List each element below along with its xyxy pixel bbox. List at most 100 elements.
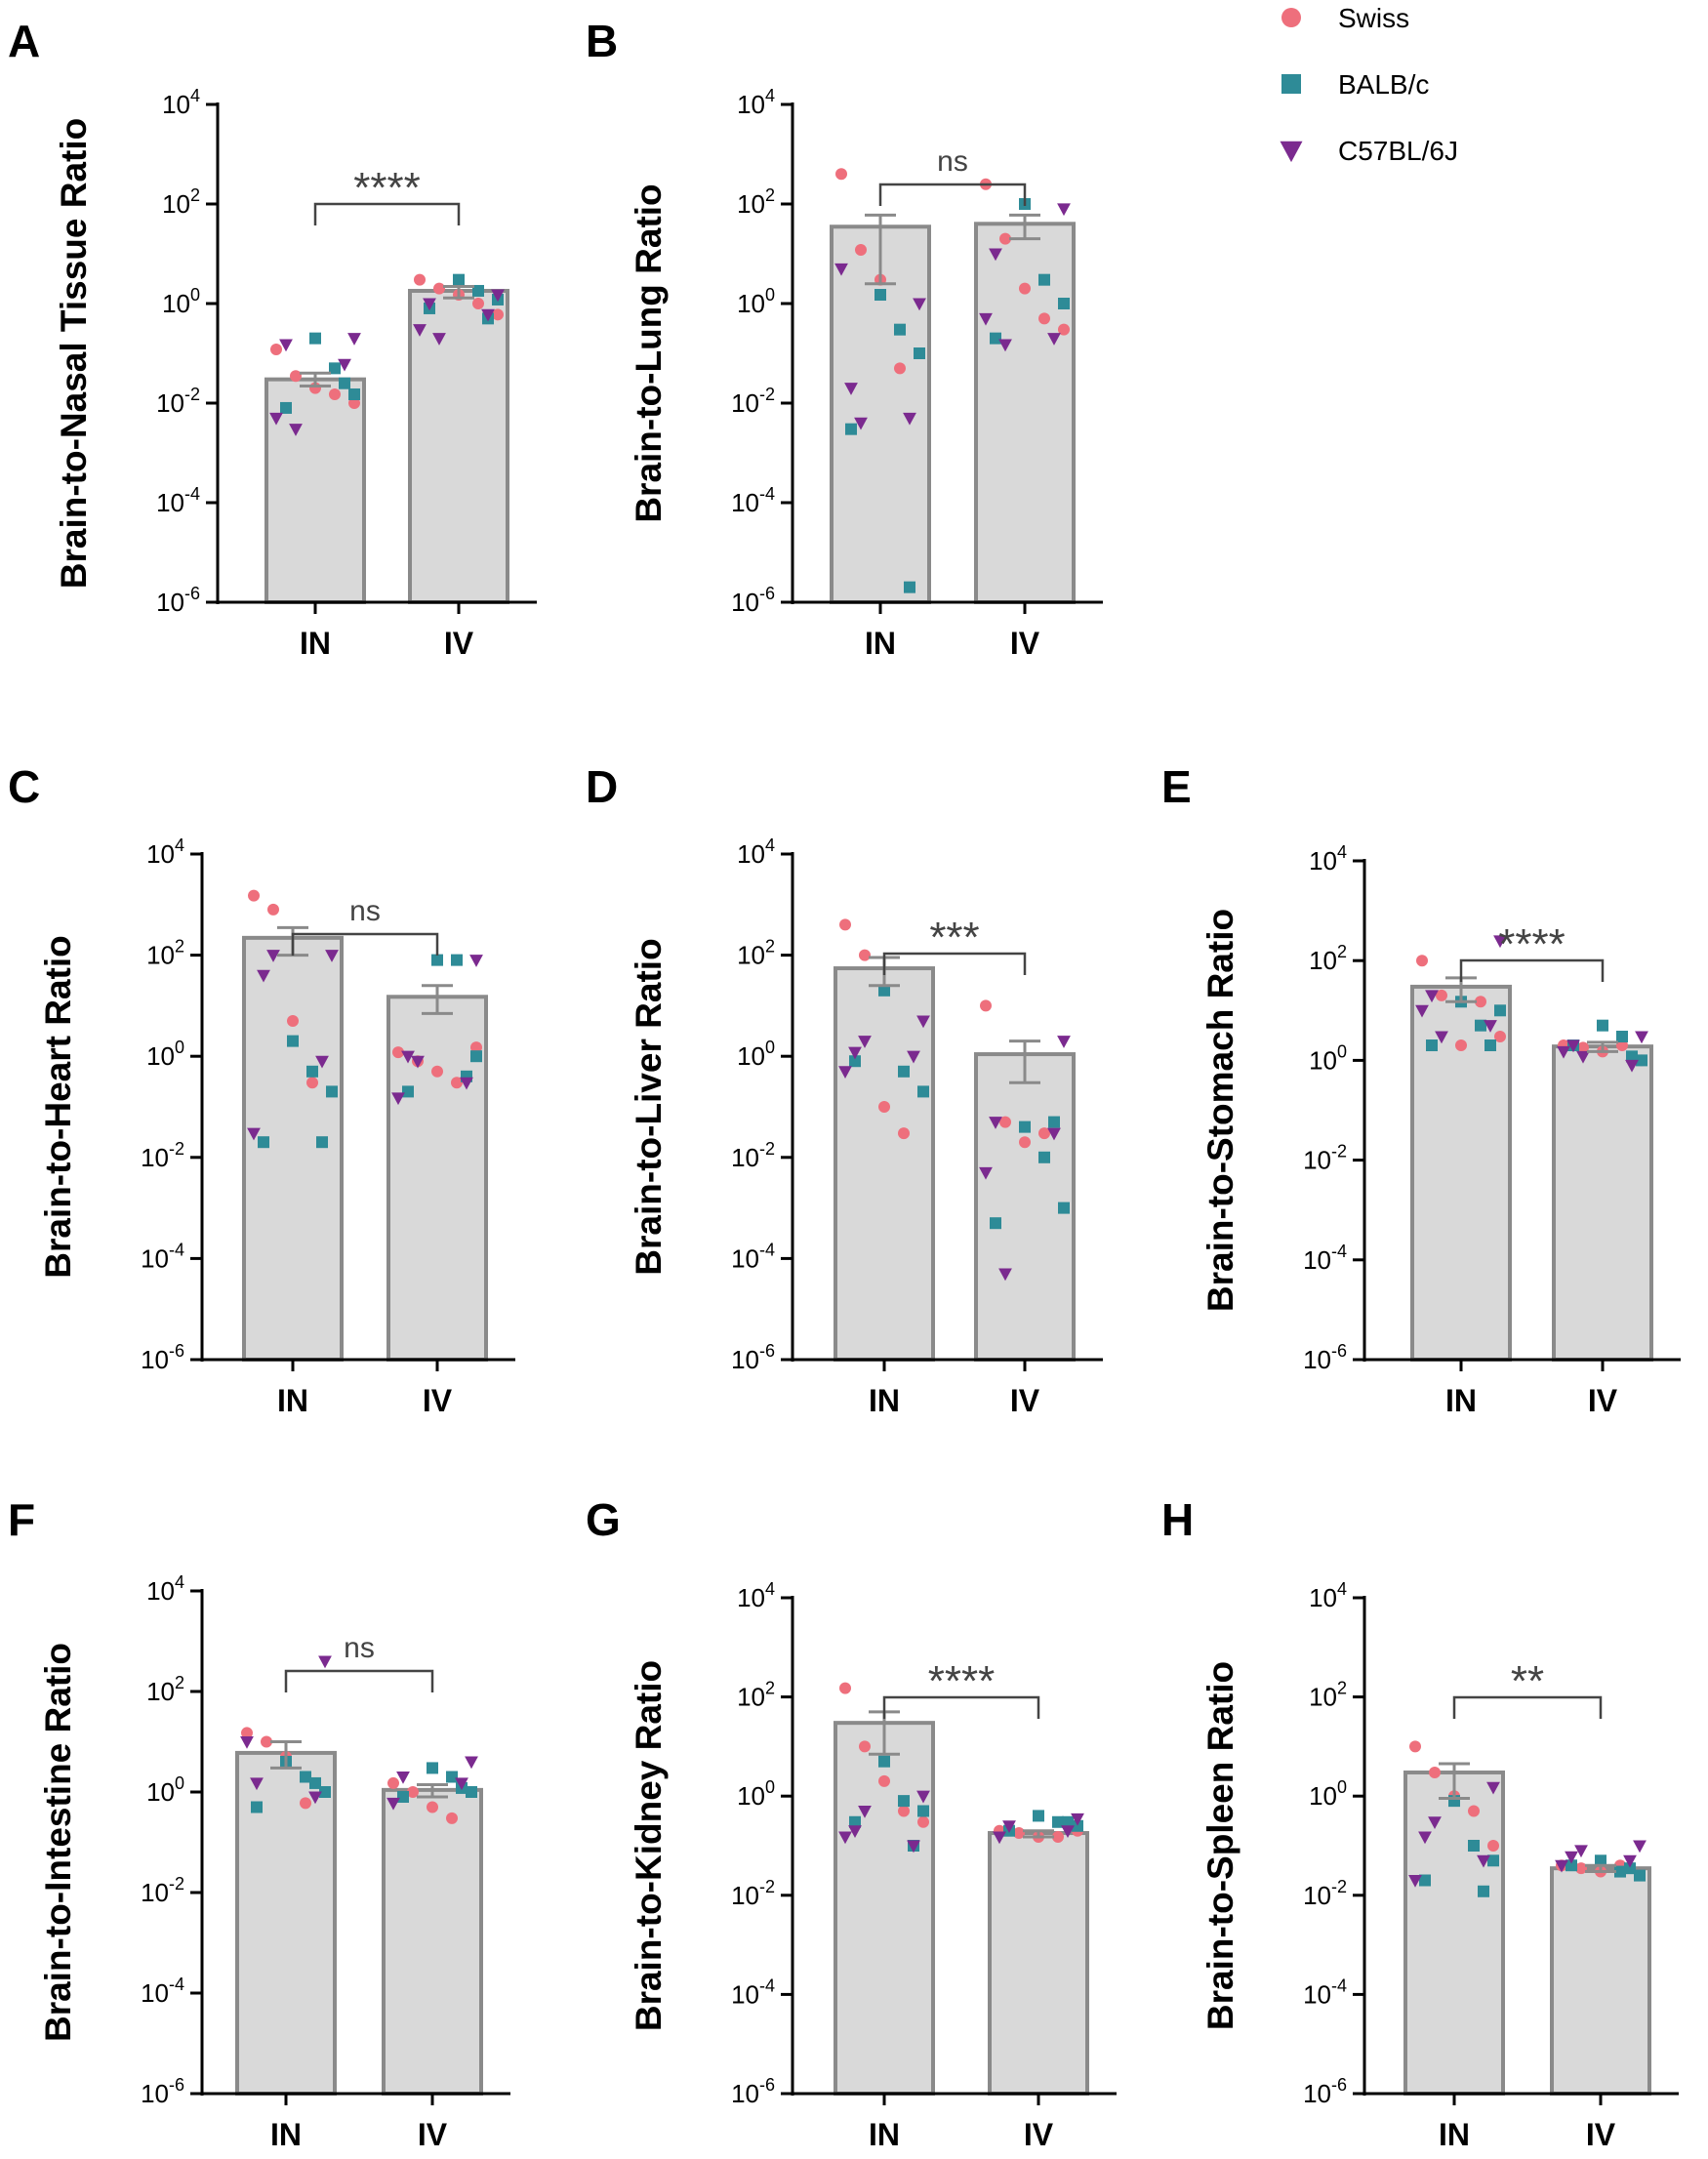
data-point — [325, 950, 339, 962]
data-point — [241, 1727, 253, 1739]
y-tick-label: 100 — [737, 1038, 775, 1071]
data-point — [1574, 1845, 1588, 1858]
data-point — [306, 1065, 318, 1078]
data-point — [1048, 1116, 1060, 1128]
data-point — [1625, 1059, 1639, 1073]
data-point — [1595, 1854, 1606, 1867]
data-point — [838, 1066, 852, 1080]
data-point — [387, 1776, 399, 1789]
panel-letter: D — [586, 761, 618, 812]
data-point — [1013, 1827, 1025, 1840]
data-point — [1019, 1136, 1031, 1149]
data-point — [878, 1755, 890, 1768]
data-point — [1494, 1031, 1506, 1043]
y-tick-label: 10-6 — [1303, 1341, 1347, 1374]
panel-letter: F — [8, 1494, 35, 1545]
data-point — [1494, 1004, 1506, 1017]
data-point — [1478, 1885, 1489, 1897]
data-point — [472, 284, 484, 297]
data-point — [894, 323, 906, 336]
data-point — [1477, 1854, 1490, 1868]
y-tick-label: 104 — [146, 1572, 184, 1606]
data-point — [287, 1035, 299, 1047]
data-point — [339, 377, 350, 389]
y-tick-label: 10-4 — [1303, 1976, 1347, 2009]
y-axis-label: Brain-to-Intestine Ratio — [38, 1643, 78, 2042]
data-point — [414, 273, 426, 286]
data-point — [898, 1065, 910, 1078]
bar-iv — [408, 288, 509, 604]
data-point — [1487, 1840, 1499, 1852]
data-point — [1565, 1851, 1578, 1864]
panel-letter: E — [1161, 761, 1192, 812]
data-point — [858, 1805, 872, 1818]
bar-iv — [1552, 1044, 1653, 1362]
data-point — [999, 232, 1011, 245]
data-point — [1566, 1859, 1577, 1872]
data-point — [1575, 1862, 1587, 1875]
legend-marker — [1281, 8, 1301, 27]
data-point — [1019, 282, 1031, 295]
y-axis-label: Brain-to-Kidney Ratio — [629, 1660, 669, 2031]
data-point — [257, 969, 270, 983]
data-point — [1057, 1036, 1071, 1048]
chart-panel-h: H Brain-to-Spleen Ratio 104 102 100 10-2 10-4 1… — [1161, 1494, 1679, 2152]
data-point — [247, 1127, 261, 1141]
y-tick-label: 100 — [146, 1038, 184, 1071]
data-point — [1436, 989, 1447, 1001]
bar-iv — [974, 1052, 1076, 1363]
y-tick-label: 102 — [162, 185, 200, 219]
data-point — [1633, 1840, 1647, 1853]
data-point — [401, 1050, 415, 1064]
y-tick-label: 100 — [1309, 1041, 1347, 1075]
data-point — [315, 1055, 329, 1069]
y-tick-label: 10-2 — [731, 1139, 775, 1172]
significance-label: ns — [344, 1632, 375, 1664]
y-tick-label: 100 — [1309, 1777, 1347, 1811]
data-point — [446, 1812, 458, 1824]
data-point — [1047, 333, 1061, 346]
data-point — [1409, 1740, 1421, 1753]
y-tick-label: 10-4 — [731, 1240, 775, 1273]
data-point — [1062, 1815, 1074, 1828]
y-tick-label: 104 — [737, 835, 775, 869]
data-point — [455, 1777, 468, 1791]
y-axis-label: Brain-to-Liver Ratio — [629, 938, 669, 1275]
data-point — [1426, 1039, 1438, 1052]
data-point — [1468, 1805, 1480, 1817]
data-point — [993, 1831, 1006, 1845]
data-point — [248, 889, 260, 902]
data-point — [347, 333, 361, 346]
y-tick-label: 10-4 — [141, 1975, 184, 2008]
data-point — [898, 1127, 910, 1140]
data-point — [472, 298, 484, 309]
data-point — [427, 1762, 438, 1774]
data-point — [391, 1092, 405, 1106]
data-point — [269, 412, 283, 426]
y-tick-label: 10-6 — [731, 2075, 775, 2108]
y-tick-label: 104 — [162, 86, 200, 119]
bar-iv — [382, 1787, 483, 2096]
data-point — [407, 1786, 419, 1798]
data-point — [316, 1136, 328, 1149]
data-point — [1052, 1815, 1064, 1828]
data-point — [300, 1797, 311, 1810]
x-tick-label: IV — [1010, 1383, 1040, 1418]
x-tick-label: IV — [1024, 2117, 1054, 2152]
y-tick-label: 102 — [146, 937, 184, 970]
data-point — [894, 362, 906, 375]
x-tick-label: IV — [423, 1383, 453, 1418]
data-point — [917, 1815, 929, 1828]
significance-label: ** — [1511, 1657, 1544, 1705]
data-point — [1047, 1127, 1061, 1141]
data-point — [1493, 935, 1507, 949]
data-point — [990, 332, 1001, 345]
data-point — [1484, 1039, 1496, 1052]
bar-iv — [1550, 1866, 1651, 2097]
data-point — [1555, 1859, 1568, 1873]
data-point — [453, 273, 465, 286]
data-point — [1072, 1819, 1083, 1832]
data-point — [465, 1756, 478, 1770]
data-point — [329, 388, 341, 401]
y-tick-label: 104 — [146, 835, 184, 869]
